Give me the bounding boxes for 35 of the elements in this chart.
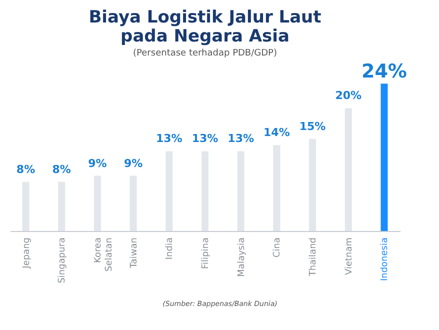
x-tick-label: Singapura (58, 238, 68, 284)
bar (130, 176, 137, 231)
bar (309, 138, 316, 231)
bar (202, 151, 208, 231)
x-tick-label: Cina (272, 238, 283, 258)
x-tick-label: Filipina (201, 238, 211, 269)
bar (273, 145, 280, 231)
x-tick-label: Jepang (22, 238, 32, 270)
chart-subtitle: (Persentase terhadap PDB/GDP) (133, 48, 277, 59)
data-label: 9% (124, 156, 143, 170)
data-label: 24% (361, 60, 407, 83)
bar (344, 108, 352, 231)
x-tick-label: Vietnam (344, 238, 354, 276)
bar (237, 151, 244, 231)
x-tick-label: Taiwan (129, 238, 140, 270)
bar (22, 182, 30, 231)
bar (94, 176, 101, 231)
x-tick-label: Korea Selatan (93, 238, 114, 272)
data-label: 9% (88, 156, 107, 170)
data-label: 8% (52, 162, 71, 176)
bar (58, 182, 66, 231)
bar (166, 151, 173, 231)
x-tick-label: Thailand (308, 238, 319, 278)
data-label: 13% (192, 132, 218, 146)
data-label: 15% (299, 120, 326, 133)
bar (380, 84, 388, 231)
data-label: 14% (264, 126, 290, 140)
data-label: 13% (228, 132, 254, 146)
chart-title: Biaya Logistik Jalur Laut pada Negara Asia (88, 8, 322, 47)
x-tick-label: India (165, 238, 176, 260)
x-tick-label: Indonesia (380, 238, 390, 282)
x-tick-label: Malaysia (236, 238, 247, 277)
data-label: 20% (335, 89, 362, 102)
data-label: 13% (156, 132, 182, 146)
data-label: 8% (16, 162, 36, 176)
